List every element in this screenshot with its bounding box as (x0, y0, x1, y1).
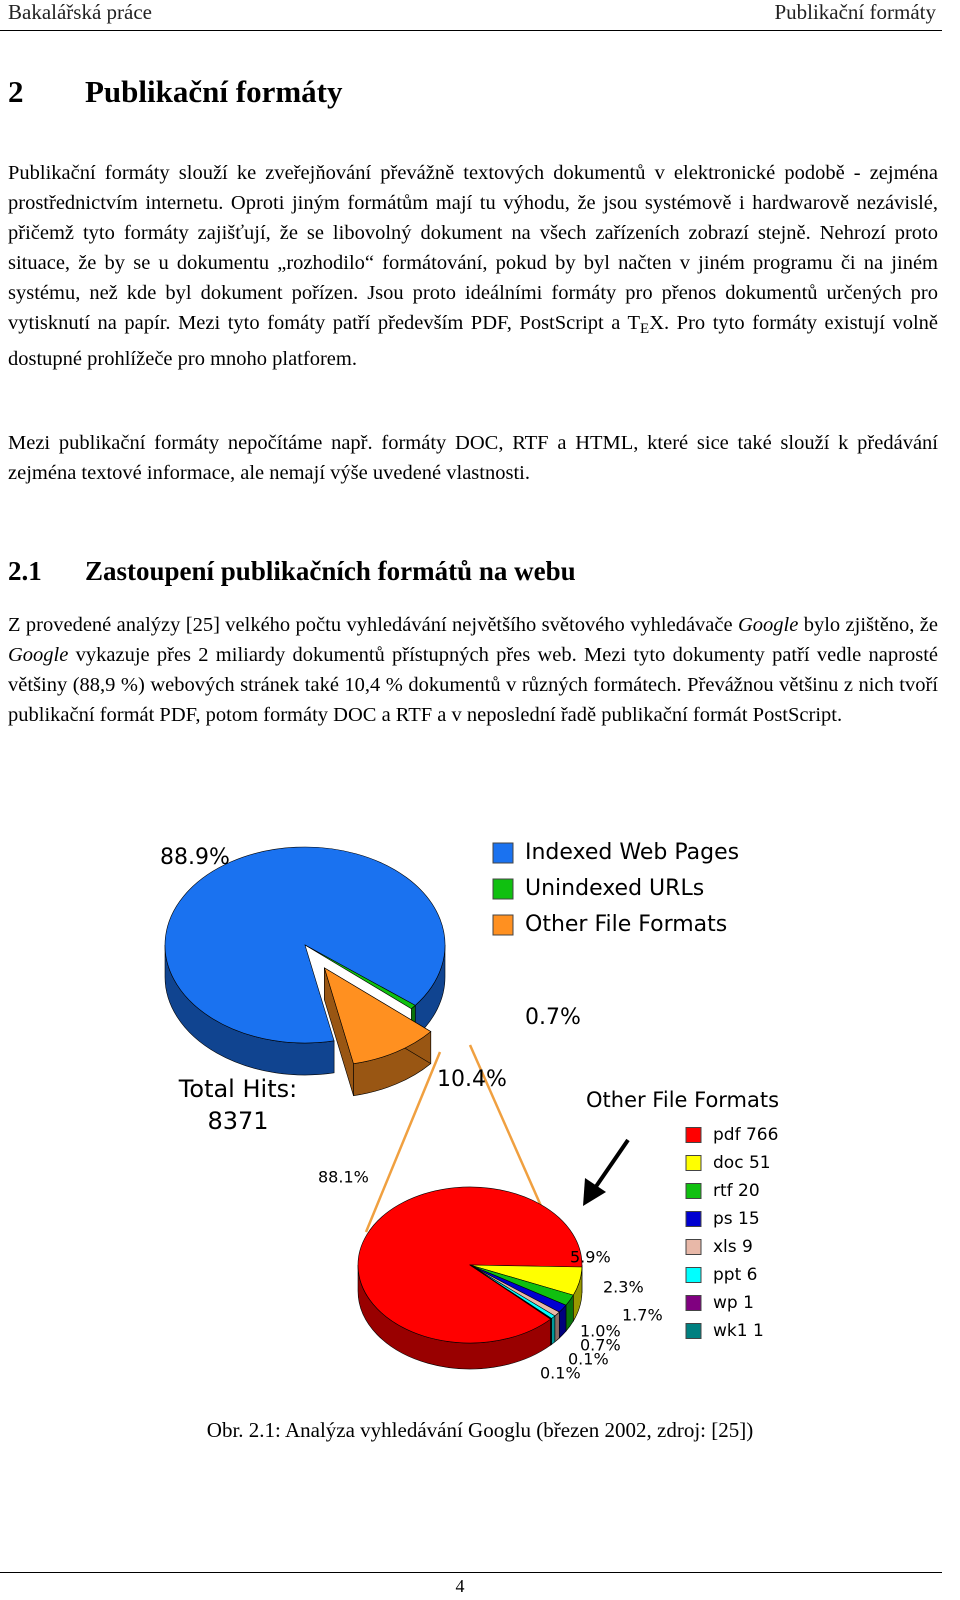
caption: Obr. 2.1: Analýza vyhledávání Googlu (bř… (206, 1418, 754, 1442)
arrow-head (583, 1178, 606, 1206)
legend-label: doc 51 (713, 1153, 771, 1173)
text: Z provedené analýzy [25] velkého počtu v… (8, 614, 738, 636)
legend-label: Other File Formats (525, 912, 727, 937)
pie-slice (469, 1264, 552, 1320)
text: Publikační formáty slouží ke zveřejňován… (8, 162, 938, 334)
legend-label: Unindexed URLs (525, 876, 704, 901)
value-label: 88.9% (160, 845, 230, 870)
legend-swatch (492, 914, 514, 936)
paragraph: Z provedené analýzy [25] velkého počtu v… (8, 610, 938, 730)
value-label: 0.7% (525, 1005, 581, 1030)
paragraph: Publikační formáty slouží ke zveřejňován… (8, 158, 938, 374)
section-number: 2.1 (8, 556, 42, 586)
legend-swatch (685, 1295, 702, 1311)
text: bylo zjištěno, že (798, 614, 938, 636)
pie-side (551, 1315, 556, 1346)
value-label: 0.1% (568, 1350, 609, 1369)
legend-label: pdf 766 (713, 1125, 778, 1145)
value-label: 88.1% (318, 1168, 369, 1187)
text: E (640, 321, 650, 337)
pie-slice (304, 944, 416, 1010)
value-label: 0.7% (580, 1336, 621, 1355)
arrow (593, 1138, 630, 1190)
legend-swatch (685, 1239, 702, 1255)
legend-label: wp 1 (713, 1293, 754, 1313)
legend-swatch (685, 1211, 702, 1227)
legend-label: Indexed Web Pages (525, 840, 739, 865)
text: Google (8, 644, 69, 666)
legend-swatch (492, 878, 514, 900)
section-title: Publikační formáty (85, 74, 343, 109)
annotation: Total Hits: (178, 1075, 297, 1103)
section-title: Zastoupení publikačních formátů na webu (85, 556, 576, 586)
text: Google (737, 614, 799, 636)
legend-label: xls 9 (713, 1237, 753, 1257)
legend-swatch (685, 1183, 702, 1199)
legend-swatch (492, 842, 514, 864)
figure: 88.9% 0.7% 10.4% Indexed Web Pages Unindexed… (160, 840, 779, 1383)
legend-swatch (685, 1155, 702, 1171)
value-label: 10.4% (437, 1067, 507, 1092)
header-right: Publikační formáty (774, 0, 936, 24)
paragraph: Mezi publikační formáty nepočítáme např.… (8, 428, 938, 488)
legend-label: wk1 1 (713, 1321, 764, 1341)
section-number: 2 (8, 74, 24, 109)
legend-swatch (685, 1323, 702, 1339)
text: X. Pro tyto formáty existují volně dostu… (8, 312, 938, 370)
legend-label: ppt 6 (713, 1265, 757, 1285)
pie-slice (357, 1186, 583, 1344)
page-number: 4 (455, 1576, 465, 1596)
footer-rule (0, 1572, 942, 1573)
value-label: 2.3% (603, 1278, 644, 1297)
header-rule (0, 30, 942, 31)
annotation: 8371 (207, 1107, 268, 1135)
text: Mezi publikační formáty nepočítáme např.… (8, 432, 938, 484)
value-label: 0.1% (540, 1364, 581, 1383)
value-label: 5.9% (570, 1248, 611, 1267)
pie-side (554, 1311, 560, 1343)
chart-title: Other File Formats (586, 1088, 779, 1112)
text: vykazuje přes 2 miliardy dokumentů příst… (8, 644, 938, 726)
legend-swatch (685, 1267, 702, 1283)
legend-label: ps 15 (713, 1209, 760, 1229)
legend-swatch (685, 1127, 702, 1143)
legend-label: rtf 20 (713, 1181, 760, 1201)
value-label: 1.0% (580, 1322, 621, 1341)
header-left: Bakalářská práce (8, 0, 152, 24)
value-label: 1.7% (622, 1306, 663, 1325)
leader-line (364, 1051, 442, 1233)
pie-slice (323, 967, 432, 1065)
